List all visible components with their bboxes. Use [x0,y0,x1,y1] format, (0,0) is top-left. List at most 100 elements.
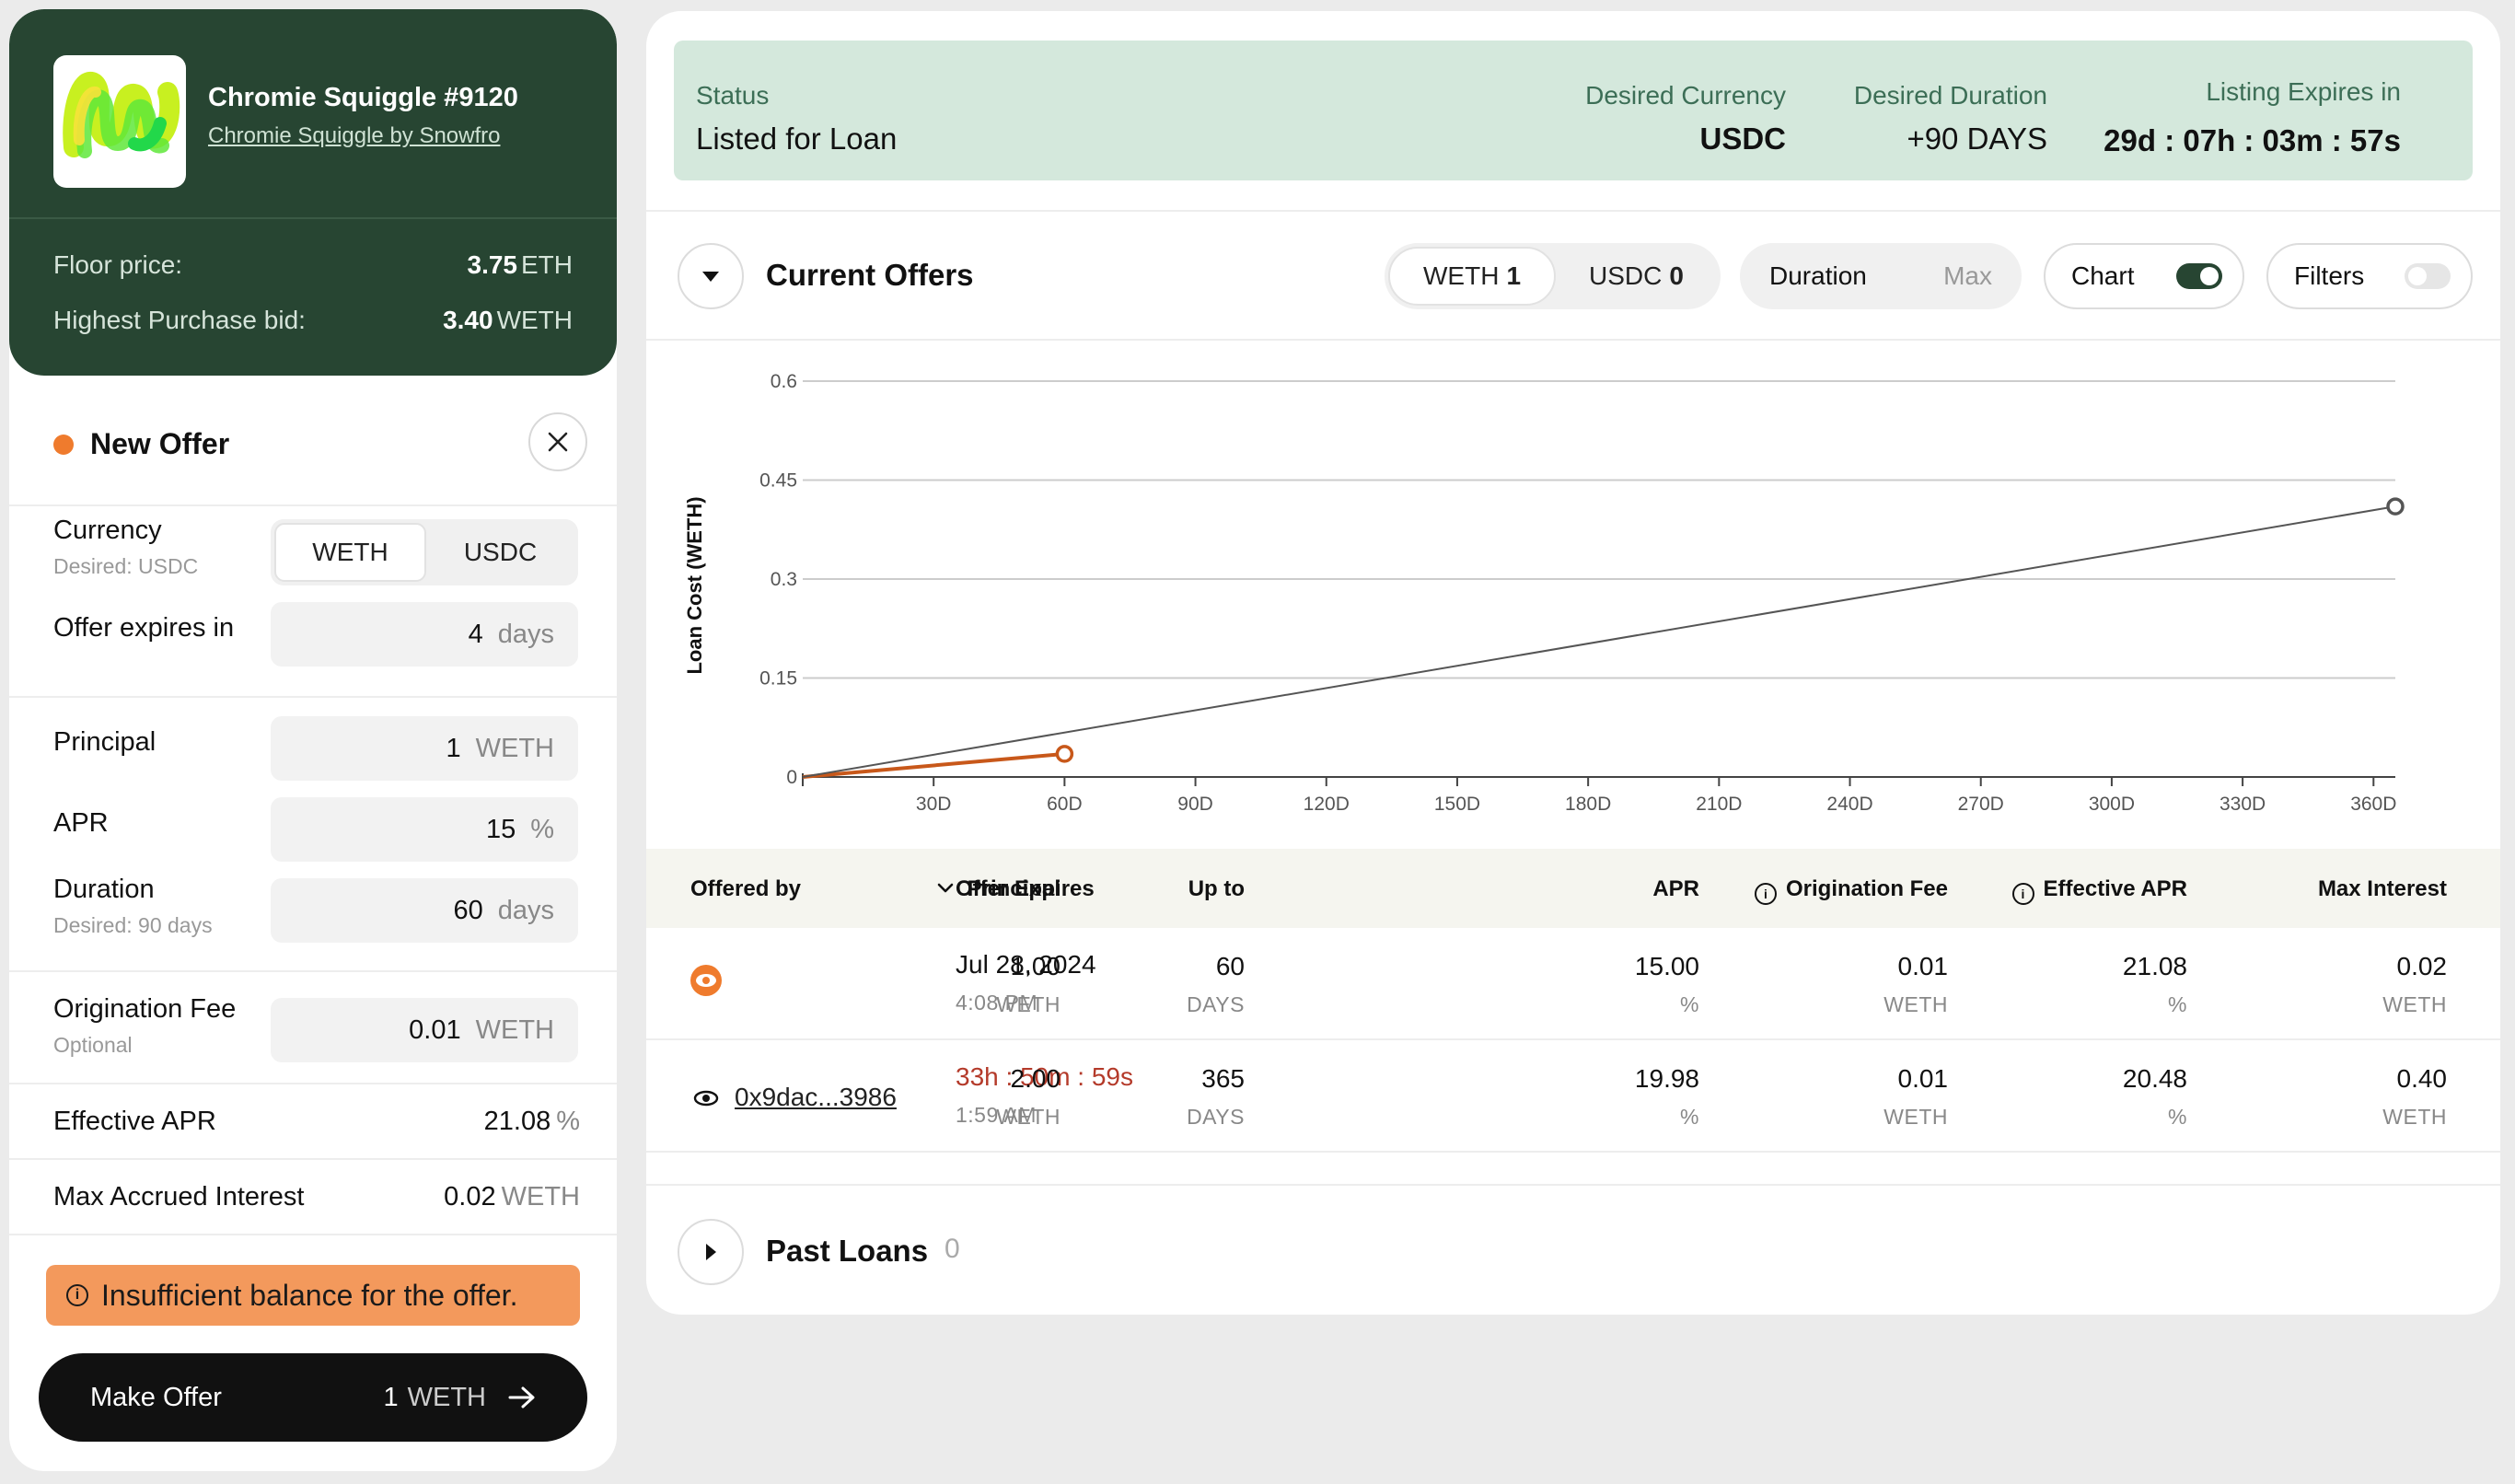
origination-fee-unit: WETH [1883,992,1948,1016]
offers-table-header: Offered by Offer Expires Principal Up to… [646,849,2500,928]
status-value: Listed for Loan [696,122,898,156]
highest-bid-unit: WETH [496,306,573,334]
col-up-to[interactable]: Up to [1188,876,1245,901]
origination-fee-cell: 0.01 [1897,1064,1949,1093]
col-offered-by[interactable]: Offered by [690,876,802,901]
lender-address-link[interactable]: 0x9dac...3986 [735,1083,897,1111]
duration-max-label: Max [1943,261,1992,290]
y-tick-label: 0.45 [759,470,797,492]
tab-usdc-label: USDC [1589,261,1663,290]
table-row[interactable]: Jul 28, 2024 4:08 PM 1.00 WETH 60 DAYS 1… [646,928,2500,1040]
collapse-offers-button[interactable] [678,243,744,309]
desired-duration-value: +90 DAYS [1907,122,2047,156]
effective-apr-unit: % [556,1107,580,1136]
y-tick-label: 0 [786,767,797,788]
table-row[interactable]: 0x9dac...3986 33h : 50m : 59s 1:59 AM 2.… [646,1040,2500,1153]
currency-option-weth[interactable]: WETH [274,523,426,582]
divider [9,696,617,698]
currency-option-usdc[interactable]: USDC [463,538,538,566]
listing-expires-countdown: 29d : 07h : 03m : 57s [2104,123,2401,157]
principal-cell: 2.00 [1010,1064,1061,1093]
duration-input[interactable]: 60 days [271,878,578,943]
origination-fee-cell: 0.01 [1897,952,1949,980]
info-icon[interactable]: i [1754,883,1777,905]
nft-collection-link[interactable]: Chromie Squiggle by Snowfro [208,123,501,148]
x-tick-label: 300D [2089,794,2135,815]
effective-apr-value: 21.08 [483,1107,551,1136]
offer-expires-date: Jul 28, 2024 [956,950,1096,979]
x-tick-label: 90D [1177,794,1213,815]
divider [9,217,617,219]
max-interest-unit: WETH [2382,1105,2447,1129]
divider [9,1158,617,1160]
offer-expires-time: 1:59 AM [956,1103,1037,1127]
filters-toggle[interactable]: Filters [2266,243,2473,309]
x-tick-label: 30D [916,794,952,815]
origination-fee-input[interactable]: 0.01 WETH [271,998,578,1062]
x-tick-label: 60D [1047,794,1083,815]
floor-price-label: Floor price: [53,250,183,279]
make-offer-label: Make Offer [90,1382,222,1412]
col-principal-label: Principal [967,876,1060,901]
principal-unit: WETH [996,1105,1060,1129]
up-to-unit: DAYS [1187,992,1245,1016]
max-accrued-interest-label: Max Accrued Interest [53,1182,305,1212]
make-offer-button[interactable]: Make Offer 1 WETH [39,1353,587,1442]
x-tick-label: 180D [1565,794,1611,815]
make-offer-amount: 1 [383,1382,399,1412]
view-eye-icon[interactable] [690,1083,722,1114]
col-apr[interactable]: APR [1652,876,1699,901]
floor-price-value: 3.75 [467,250,518,279]
listing-status-bar: Status Listed for Loan Desired Currency … [674,41,2473,180]
col-max-interest[interactable]: Max Interest [2317,876,2447,901]
duration-unit: days [497,895,554,925]
loan-cost-chart: 0 0.15 0.3 0.45 0.6 30D 60D 90D 120D 150D 180D 210D… [646,339,2500,854]
desired-currency-value: USDC [1699,122,1786,156]
duration-desired-hint: Desired: 90 days [53,913,213,937]
highest-bid-label: Highest Purchase bid: [53,306,306,334]
x-tick-label: 270D [1958,794,2004,815]
new-offer-panel: Chromie Squiggle #9120 Chromie Squiggle … [9,9,617,1471]
status-dot-icon [53,435,74,455]
chart-toggle[interactable]: Chart [2044,243,2244,309]
principal-cell: 1.00 [1010,952,1061,980]
filters-toggle-label: Filters [2294,261,2365,290]
origination-fee-hint: Optional [53,1033,133,1057]
arrow-right-icon [508,1386,535,1409]
apr-unit: % [1680,992,1699,1016]
close-button[interactable] [528,412,587,471]
apr-value: 15 [485,814,516,844]
x-tick-label: 150D [1434,794,1480,815]
tab-weth[interactable]: WETH 1 [1388,247,1557,306]
origination-fee-value: 0.01 [409,1014,461,1045]
up-to-unit: DAYS [1187,1105,1245,1129]
info-icon[interactable]: i [2011,883,2034,905]
col-principal[interactable]: Principal [936,876,1060,902]
filters-switch[interactable] [2405,263,2451,289]
col-effective-apr-label: Effective APR [2043,876,2188,901]
tab-usdc[interactable]: USDC 0 [1556,247,1717,306]
col-origination-fee-label: Origination Fee [1785,876,1948,901]
loan-listing-panel: Status Listed for Loan Desired Currency … [646,11,2500,1315]
expand-past-loans-button[interactable] [678,1219,744,1285]
up-to-cell: 60 [1215,952,1245,980]
origination-fee-label: Origination Fee [53,994,237,1024]
chart-switch[interactable] [2176,263,2222,289]
col-effective-apr[interactable]: i Effective APR [2011,876,2188,905]
duration-filter[interactable]: Duration Max [1740,243,2022,309]
past-loans-title: Past Loans [766,1234,929,1268]
currency-label: Currency [53,516,162,545]
col-offer-expires[interactable]: Offer Expires [956,876,1095,901]
apr-cell: 19.98 [1634,1064,1699,1093]
currency-desired-hint: Desired: USDC [53,554,199,578]
principal-value: 1 [446,733,461,763]
apr-input[interactable]: 15% [271,797,578,862]
max-interest-unit: WETH [2382,992,2447,1016]
principal-input[interactable]: 1 WETH [271,716,578,781]
col-origination-fee[interactable]: i Origination Fee [1754,876,1948,905]
origination-fee-unit: WETH [1883,1105,1948,1129]
sort-chevron-down-icon [937,883,953,893]
offer-expires-input[interactable]: 4 days [271,602,578,667]
apr-cell: 15.00 [1634,952,1699,980]
chart-toggle-label: Chart [2071,261,2135,290]
